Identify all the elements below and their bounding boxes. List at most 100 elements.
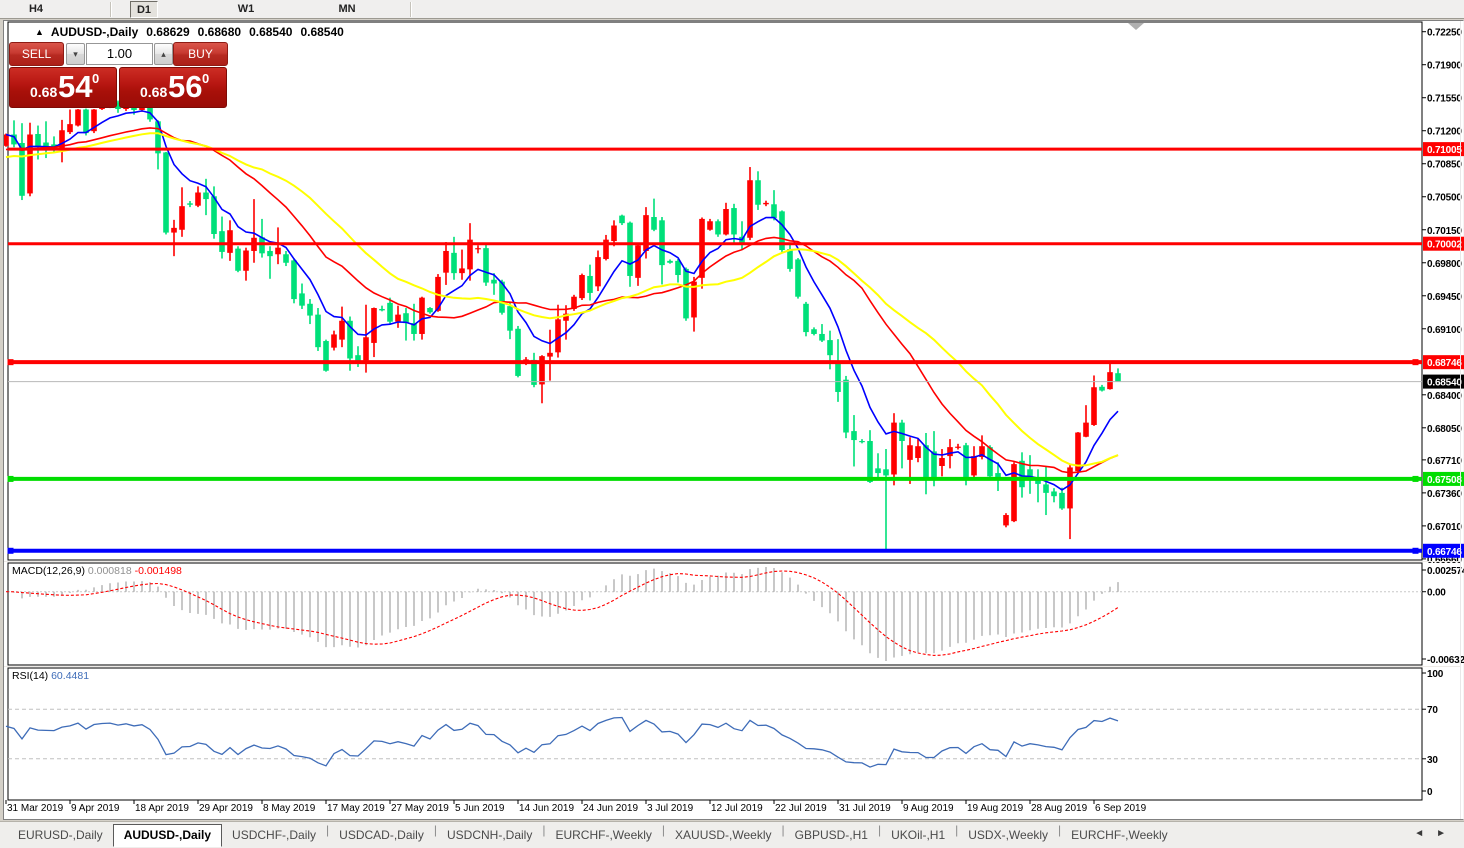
chart-tab-usdcnh-daily[interactable]: USDCNH-,Daily <box>446 828 533 842</box>
chart-tab-ukoil-h1[interactable]: UKOil-,H1 <box>891 828 946 842</box>
panel-collapse-icon[interactable]: ▲ <box>35 27 44 37</box>
ma-fast-line <box>5 110 1119 491</box>
candle-body <box>379 308 385 311</box>
candle-body <box>1075 432 1081 472</box>
candle-body <box>395 314 401 322</box>
one-click-trading-panel: SELL ▾ 1.00 ▴ BUY 0.68 54 0 0.68 5 <box>9 42 228 108</box>
timeframe-button-w1[interactable]: W1 <box>237 3 255 15</box>
chart-tab-usdchf-daily[interactable]: USDCHF-,Daily <box>232 828 317 842</box>
macd-max-label: 0.002574 <box>1427 566 1464 577</box>
candle-body <box>779 211 785 251</box>
candle-body <box>835 363 841 392</box>
hline-price-label-box <box>1423 471 1464 486</box>
candle-body <box>795 259 801 297</box>
rsi-axis-label: 100 <box>1427 669 1444 680</box>
candle-body <box>987 447 993 477</box>
sell-price-point: 0 <box>92 71 100 86</box>
candle-body <box>171 227 177 233</box>
volume-increase-button[interactable]: ▴ <box>154 43 173 65</box>
candle-wick <box>45 121 47 159</box>
sell-price-box[interactable]: 0.68 54 0 <box>9 67 117 108</box>
candle-wick <box>405 308 407 341</box>
candle-body <box>83 109 89 134</box>
candle-body <box>19 142 25 196</box>
date-label: 22 Jul 2019 <box>775 803 827 814</box>
hline-selection-handle[interactable] <box>1412 547 1419 554</box>
timeframe-button-h4[interactable]: H4 <box>28 3 44 15</box>
toolbar-separator <box>410 2 412 17</box>
candle-body <box>299 293 305 306</box>
candle-body <box>995 473 1001 480</box>
candle-body <box>443 250 449 273</box>
candle-body <box>811 329 817 334</box>
pane-splitter[interactable] <box>4 561 1461 562</box>
rsi-pane[interactable] <box>7 667 1423 801</box>
chart-tab-audusd-daily[interactable]: AUDUSD-,Daily <box>112 824 223 847</box>
date-label: 19 Aug 2019 <box>967 803 1024 814</box>
candle-wick <box>1037 469 1039 503</box>
hline-price-label-box <box>1423 543 1464 558</box>
tabs-scroll-right-icon[interactable]: ► <box>1436 828 1458 839</box>
rsi-line <box>5 716 1119 768</box>
hline-price-label: 0.68746 <box>1427 358 1462 369</box>
candle-body <box>643 215 649 251</box>
candle-body <box>763 202 769 205</box>
candle-body <box>571 296 577 309</box>
candle-body <box>291 260 297 300</box>
timeframe-button-mn[interactable]: MN <box>338 3 356 15</box>
candle-body <box>363 337 369 361</box>
hline-selection-handle[interactable] <box>7 475 14 482</box>
buy-price-box[interactable]: 0.68 56 0 <box>119 67 227 108</box>
candle-wick <box>13 120 15 148</box>
candle-body <box>859 441 865 443</box>
tab-separator: | <box>661 823 666 837</box>
price-tick-label: 0.69450 <box>1427 292 1462 303</box>
candle-body <box>699 218 705 278</box>
buy-button[interactable]: BUY <box>173 42 228 66</box>
hline-selection-handle[interactable] <box>7 547 14 554</box>
candle-body <box>227 230 233 253</box>
hline-selection-handle[interactable] <box>1412 475 1419 482</box>
candle-body <box>891 422 897 475</box>
candle-body <box>259 237 265 254</box>
chart-symbol-label: AUDUSD-,Daily <box>50 25 139 39</box>
volume-input[interactable]: 1.00 <box>86 43 153 65</box>
candle-body <box>667 260 673 263</box>
pane-splitter[interactable] <box>4 666 1461 667</box>
price-chart[interactable]: 0.72250 0.71900 0.71550 0.71200 0.70850 0.705… <box>4 21 1464 819</box>
candle-body <box>555 319 561 353</box>
chart-tab-eurchf-weekly[interactable]: EURCHF-,Weekly <box>1071 828 1168 842</box>
chart-tab-gbpusd-h1[interactable]: GBPUSD-,H1 <box>794 828 868 842</box>
candle-body <box>203 192 209 200</box>
candle-body <box>491 279 497 284</box>
candle-body <box>331 334 337 348</box>
candle-body <box>1027 469 1033 478</box>
chart-tab-eurusd-daily[interactable]: EURUSD-,Daily <box>18 828 103 842</box>
hline-selection-handle[interactable] <box>7 359 14 366</box>
candle-body <box>187 203 193 205</box>
candle-body <box>971 456 977 476</box>
tabs-scroll-left-icon[interactable]: ◄ <box>1414 828 1437 839</box>
chart-tab-xauusd-weekly[interactable]: XAUUSD-,Weekly <box>675 828 772 842</box>
candle-wick <box>493 273 495 295</box>
chart-tab-usdx-weekly[interactable]: USDX-,Weekly <box>968 828 1049 842</box>
date-label: 9 Apr 2019 <box>71 803 120 814</box>
hline-selection-handle[interactable] <box>1412 359 1419 366</box>
candle-body <box>243 250 249 271</box>
chart-tab-eurchf-weekly[interactable]: EURCHF-,Weekly <box>555 828 652 842</box>
tab-separator: | <box>877 823 882 837</box>
date-label: 24 Jun 2019 <box>583 803 638 814</box>
candle-body <box>867 441 873 483</box>
volume-decrease-button[interactable]: ▾ <box>66 43 85 65</box>
macd-pane[interactable] <box>7 562 1423 666</box>
candle-body <box>851 431 857 441</box>
main-pane[interactable] <box>7 21 1423 561</box>
timeframe-button-d1[interactable]: D1 <box>130 1 158 18</box>
candle-body <box>595 257 601 287</box>
candle-body <box>195 192 201 206</box>
sell-button[interactable]: SELL <box>9 42 64 66</box>
ma-slow-line <box>5 132 1119 467</box>
candle-wick <box>277 227 279 265</box>
chart-tab-usdcad-daily[interactable]: USDCAD-,Daily <box>339 828 424 842</box>
candle-body <box>411 323 417 334</box>
